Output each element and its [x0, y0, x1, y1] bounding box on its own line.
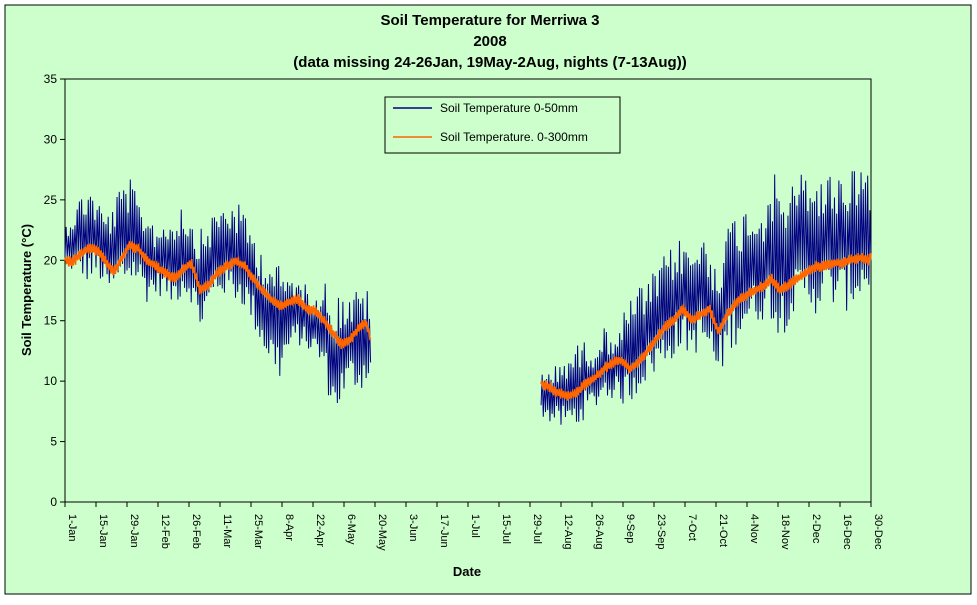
x-tick-label: 26-Feb — [190, 514, 202, 549]
x-tick-label: 16-Dec — [841, 514, 853, 550]
chart-subtitle-note: (data missing 24-26Jan, 19May-2Aug, nigh… — [293, 54, 686, 71]
y-axis-label: Soil Temperature (°C) — [19, 224, 34, 356]
x-tick-label: 18-Nov — [779, 514, 791, 550]
x-axis-label: Date — [453, 564, 481, 579]
x-tick-label: 29-Jul — [531, 514, 543, 544]
x-tick-label: 22-Apr — [314, 514, 326, 547]
x-tick-label: 29-Jan — [128, 514, 140, 548]
series-deep-segment — [64, 240, 372, 350]
y-tick-label: 15 — [44, 314, 58, 328]
chart-subtitle: 2008 — [473, 33, 506, 50]
legend-label-surface: Soil Temperature 0-50mm — [440, 101, 578, 115]
series-deep-segment — [540, 252, 872, 401]
y-tick-label: 5 — [50, 435, 57, 449]
legend: Soil Temperature 0-50mm Soil Temperature… — [384, 96, 621, 154]
y-axis: 0 5 10 15 20 25 30 35 — [44, 72, 65, 509]
series-surface-segment — [540, 171, 872, 425]
x-tick-label: 9-Sep — [624, 514, 636, 543]
y-tick-label: 35 — [44, 72, 58, 86]
x-tick-label: 30-Dec — [872, 514, 884, 550]
y-tick-label: 30 — [44, 132, 58, 146]
x-tick-label: 2-Dec — [810, 514, 822, 544]
series-layer — [64, 171, 872, 425]
x-tick-label: 23-Sep — [655, 514, 667, 549]
legend-box — [384, 96, 621, 154]
y-tick-label: 20 — [44, 253, 58, 267]
x-tick-label: 25-Mar — [252, 514, 264, 549]
legend-label-deep: Soil Temperature. 0-300mm — [440, 130, 588, 144]
y-tick-label: 0 — [50, 495, 57, 509]
y-tick-label: 25 — [44, 193, 58, 207]
x-tick-label: 6-May — [345, 514, 357, 545]
x-tick-label: 15-Jan — [97, 514, 109, 548]
x-tick-label: 7-Oct — [686, 514, 698, 541]
x-tick-label: 11-Mar — [221, 514, 233, 548]
x-tick-label: 12-Aug — [562, 514, 574, 549]
x-tick-label: 1-Jan — [66, 514, 78, 542]
x-tick-label: 4-Nov — [748, 514, 760, 544]
x-tick-label: 8-Apr — [283, 514, 295, 541]
x-tick-label: 15-Jul — [500, 514, 512, 544]
chart-title: Soil Temperature for Merriwa 3 — [381, 12, 600, 29]
x-tick-label: 12-Feb — [159, 514, 171, 549]
x-tick-label: 17-Jun — [438, 514, 450, 548]
x-tick-label: 26-Aug — [593, 514, 605, 549]
x-tick-label: 21-Oct — [717, 514, 729, 547]
y-tick-label: 10 — [44, 374, 58, 388]
x-tick-label: 1-Jul — [469, 514, 481, 538]
x-axis: 1-Jan 15-Jan 29-Jan 12-Feb 26-Feb 11-Mar 25-Ma… — [64, 502, 884, 551]
x-tick-label: 3-Jun — [407, 514, 419, 542]
x-tick-label: 20-May — [376, 514, 388, 551]
